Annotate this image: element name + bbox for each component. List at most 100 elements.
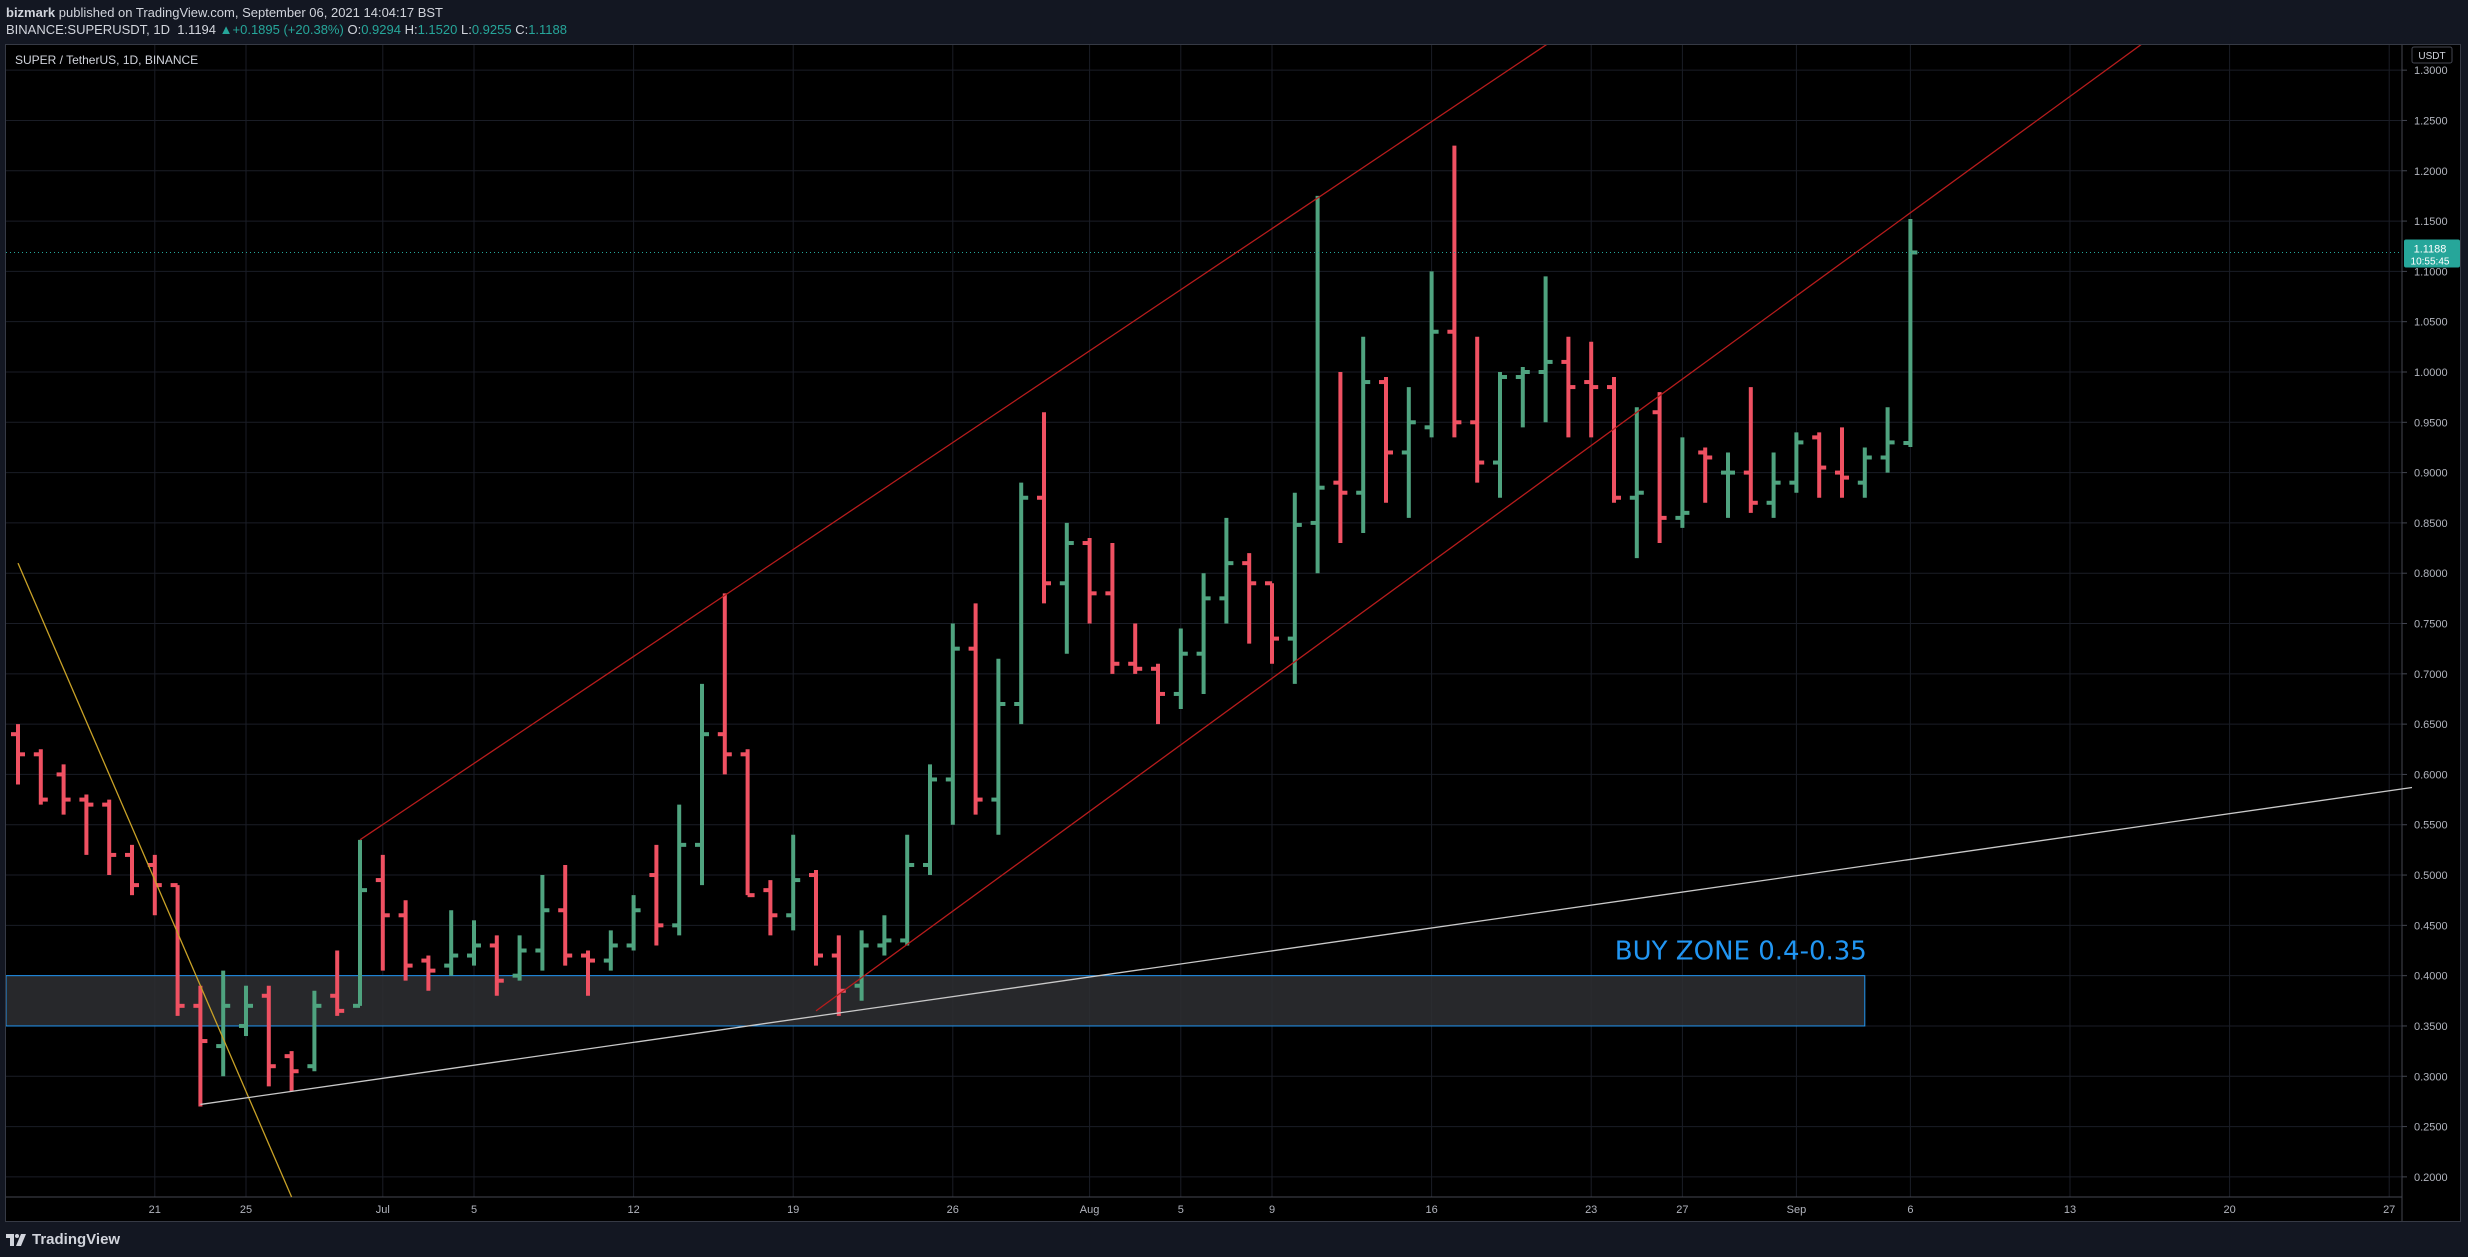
x-tick-label: 19 xyxy=(787,1204,799,1216)
ohlc-bar xyxy=(740,749,755,898)
y-tick-label: 0.8000 xyxy=(2414,568,2448,580)
last-price: 1.1194 xyxy=(177,22,217,37)
ohlc-bar xyxy=(603,930,618,971)
ohlc-bar xyxy=(307,990,322,1072)
ohlc-bar xyxy=(125,844,139,896)
channel-lower-line xyxy=(815,45,2142,1012)
ohlc-bar xyxy=(1379,377,1393,503)
ohlc-bar xyxy=(1242,553,1257,644)
ohlc-bar xyxy=(398,900,413,981)
y-tick-label: 0.7500 xyxy=(2414,619,2448,631)
ohlc-bar xyxy=(717,593,732,775)
buy-zone-label: BUY ZONE 0.4-0.35 xyxy=(1615,937,1867,967)
x-tick-label: 13 xyxy=(2064,1204,2076,1216)
support-line xyxy=(200,786,2413,1106)
x-tick-label: 27 xyxy=(2383,1204,2395,1216)
publish-header: bizmark published on TradingView.com, Se… xyxy=(0,0,2468,44)
y-tick-label: 1.0000 xyxy=(2414,367,2448,379)
y-tick-label: 0.4000 xyxy=(2414,971,2448,983)
ohlc-bar xyxy=(1287,492,1302,684)
symbol-label: SUPER / TetherUS, 1D, BINANCE xyxy=(15,53,199,67)
ohlc-bar xyxy=(1629,407,1644,559)
bar-countdown: 10:55:45 xyxy=(2411,256,2450,267)
ohlc-bar xyxy=(261,985,276,1087)
ohlc-bar xyxy=(1082,537,1097,624)
ohlc-bar xyxy=(56,764,71,815)
ohlc-bar xyxy=(1265,581,1279,664)
ohlc-bar xyxy=(1219,517,1234,624)
ohlc-bar xyxy=(1607,377,1621,503)
ohlc-bar xyxy=(1196,573,1211,694)
y-tick-label: 0.3500 xyxy=(2414,1021,2448,1033)
ohlc-bar xyxy=(1766,452,1781,518)
y-tick-label: 1.3000 xyxy=(2414,65,2448,77)
y-tick-label: 1.1000 xyxy=(2414,266,2448,278)
ohlc-bar xyxy=(512,935,527,981)
ohlc-bar xyxy=(1835,427,1849,498)
price-chart[interactable]: 1.3000 1.2500 1.2000 1.1500 1.1000 1.0500 1.00… xyxy=(6,45,2460,1221)
ohlc-bar xyxy=(330,950,345,1016)
ohlc-bar xyxy=(375,854,390,971)
ohlc-bar xyxy=(1812,432,1827,498)
ohlc-bar xyxy=(1903,219,1918,447)
ohlc-bar xyxy=(1470,336,1485,483)
ohlc-bar xyxy=(923,764,937,876)
close-label: C: xyxy=(515,22,529,37)
ohlc-bar xyxy=(170,883,185,1016)
ohlc-bar xyxy=(489,935,504,996)
ohlc-bar xyxy=(1789,432,1804,493)
ohlc-bar xyxy=(467,920,481,966)
open-label: O: xyxy=(347,22,362,37)
low-value: 0.9255 xyxy=(471,22,512,37)
ohlc-bar xyxy=(216,970,231,1077)
x-tick-label: 12 xyxy=(627,1204,639,1216)
x-tick-label: 5 xyxy=(1178,1204,1184,1216)
ohlc-bar xyxy=(581,950,595,996)
ohlc-bar xyxy=(1105,543,1120,674)
x-tick-label: 5 xyxy=(471,1204,477,1216)
ohlc-bar xyxy=(763,880,778,936)
author-name[interactable]: bizmark xyxy=(6,5,56,20)
ohlc-bar xyxy=(695,683,709,886)
ohlc-bar xyxy=(1652,392,1667,544)
ohlc-bar xyxy=(1880,407,1895,473)
open-value: 0.9294 xyxy=(361,22,401,37)
channel-upper-line xyxy=(359,45,1548,841)
ohlc-bar xyxy=(1014,482,1029,725)
ohlc-bar xyxy=(672,804,687,936)
ohlc-bar xyxy=(786,834,801,931)
ohlc-bar xyxy=(877,915,892,956)
ohlc-bar xyxy=(1151,663,1165,725)
ohlc-bar xyxy=(1424,271,1439,438)
ohlc-bar xyxy=(1173,628,1188,710)
y-tick-label: 1.0500 xyxy=(2414,317,2448,329)
x-tick-label: 9 xyxy=(1269,1204,1275,1216)
ohlc-bar xyxy=(626,895,641,951)
y-tick-label: 0.6000 xyxy=(2414,769,2448,781)
ohlc-bar xyxy=(353,839,367,1008)
tradingview-logo[interactable]: TradingView xyxy=(6,1231,120,1248)
y-tick-label: 0.7000 xyxy=(2414,669,2448,681)
ohlc-bar xyxy=(535,875,550,971)
high-label: H: xyxy=(404,22,418,37)
ohlc-bar xyxy=(147,854,162,916)
ohlc-bar xyxy=(79,794,94,855)
y-tick-label: 0.8500 xyxy=(2414,518,2448,530)
ohlc-bar xyxy=(1128,623,1143,674)
ohlc-bar xyxy=(284,1051,299,1092)
y-tick-label: 1.1500 xyxy=(2414,216,2448,228)
downtrend-line xyxy=(17,562,293,1198)
footer: TradingView xyxy=(0,1222,2468,1257)
y-tick-label: 0.2000 xyxy=(2414,1172,2448,1184)
ohlc-bar xyxy=(1698,447,1713,503)
x-tick-label: 26 xyxy=(947,1204,959,1216)
last-price-badge-value: 1.1188 xyxy=(2414,243,2447,255)
ohlc-bar xyxy=(1310,195,1325,574)
ohlc-legend: BINANCE:SUPERUSDT, 1D 1.1194 ▲+0.1895 (+… xyxy=(6,22,567,37)
ohlc-bar xyxy=(239,985,253,1037)
y-tick-label: 0.4500 xyxy=(2414,920,2448,932)
x-tick-label: 20 xyxy=(2223,1204,2235,1216)
chart-frame[interactable]: 1.3000 1.2500 1.2000 1.1500 1.1000 1.0500 1.00… xyxy=(5,44,2461,1222)
ohlc-bar xyxy=(1401,387,1416,518)
y-tick-label: 1.2000 xyxy=(2414,166,2448,178)
